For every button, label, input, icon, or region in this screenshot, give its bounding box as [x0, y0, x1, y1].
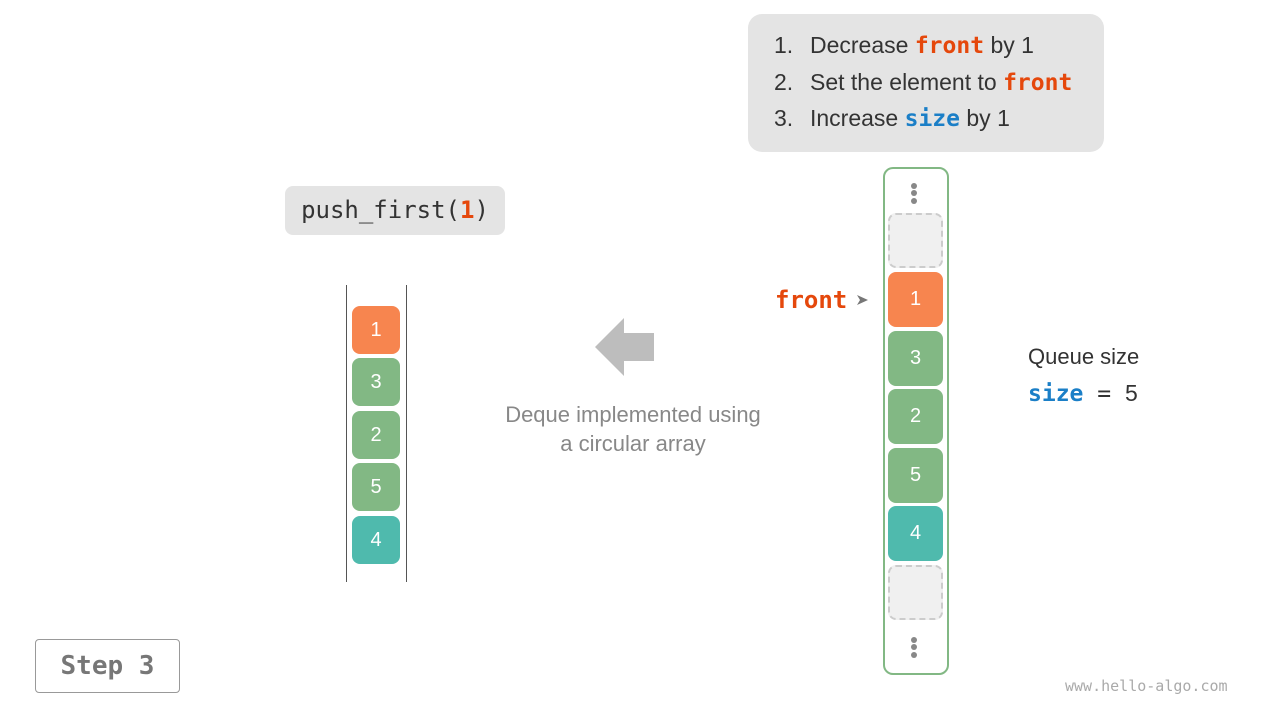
ellipsis-icon	[910, 635, 918, 659]
deque-element: 2	[352, 411, 400, 459]
deque-right-wall	[406, 285, 407, 582]
caption: Deque implemented using a circular array	[480, 400, 786, 458]
array-cell: 1	[888, 272, 943, 327]
step-num: 2.	[774, 69, 794, 95]
operation-name: push_first(	[301, 196, 461, 224]
step-num: 1.	[774, 32, 794, 58]
operation-label: push_first(1)	[285, 186, 505, 235]
step-text: Set the element to	[810, 69, 1004, 95]
deque-left-wall	[346, 285, 347, 582]
size-var: size	[1028, 381, 1084, 407]
step-text: Decrease	[810, 32, 915, 58]
array-cell: 4	[888, 506, 943, 561]
step-indicator: Step 3	[35, 639, 180, 693]
deque-element: 1	[352, 306, 400, 354]
circular-array	[883, 167, 949, 675]
pointer-arrow-icon	[857, 295, 868, 305]
caption-line: a circular array	[560, 431, 706, 456]
step-text: by 1	[984, 32, 1034, 58]
size-label: Queue size	[1028, 344, 1140, 369]
operation-arg: 1	[460, 196, 475, 224]
step-item: 2. Set the element to front	[774, 69, 1072, 96]
array-cell: 5	[888, 448, 943, 503]
keyword-front: front	[1003, 70, 1073, 96]
step-text: Increase	[810, 105, 905, 131]
arrow-left-icon	[595, 318, 654, 376]
deque-element: 5	[352, 463, 400, 511]
step-text: by 1	[960, 105, 1010, 131]
deque-element: 3	[352, 358, 400, 406]
watermark: www.hello-algo.com	[1065, 677, 1228, 695]
caption-line: Deque implemented using	[505, 402, 761, 427]
size-eq: =	[1083, 381, 1125, 407]
array-cell-empty	[888, 213, 943, 268]
operation-close: )	[474, 196, 489, 224]
keyword-front: front	[914, 33, 985, 59]
array-cell: 3	[888, 331, 943, 386]
keyword-size: size	[904, 106, 960, 132]
step-item: 1. Decrease front by 1	[774, 32, 1034, 59]
array-cell: 2	[888, 389, 943, 444]
ellipsis-icon	[910, 181, 918, 205]
steps-panel: 1. Decrease front by 1 2. Set the element …	[748, 14, 1104, 152]
step-num: 3.	[774, 105, 794, 131]
step-item: 3. Increase size by 1	[774, 105, 1010, 132]
front-pointer-label: front	[775, 286, 848, 314]
size-value-row: size = 5	[1028, 380, 1138, 407]
array-cell-empty	[888, 565, 943, 620]
deque-element: 4	[352, 516, 400, 564]
size-value: 5	[1124, 380, 1138, 406]
